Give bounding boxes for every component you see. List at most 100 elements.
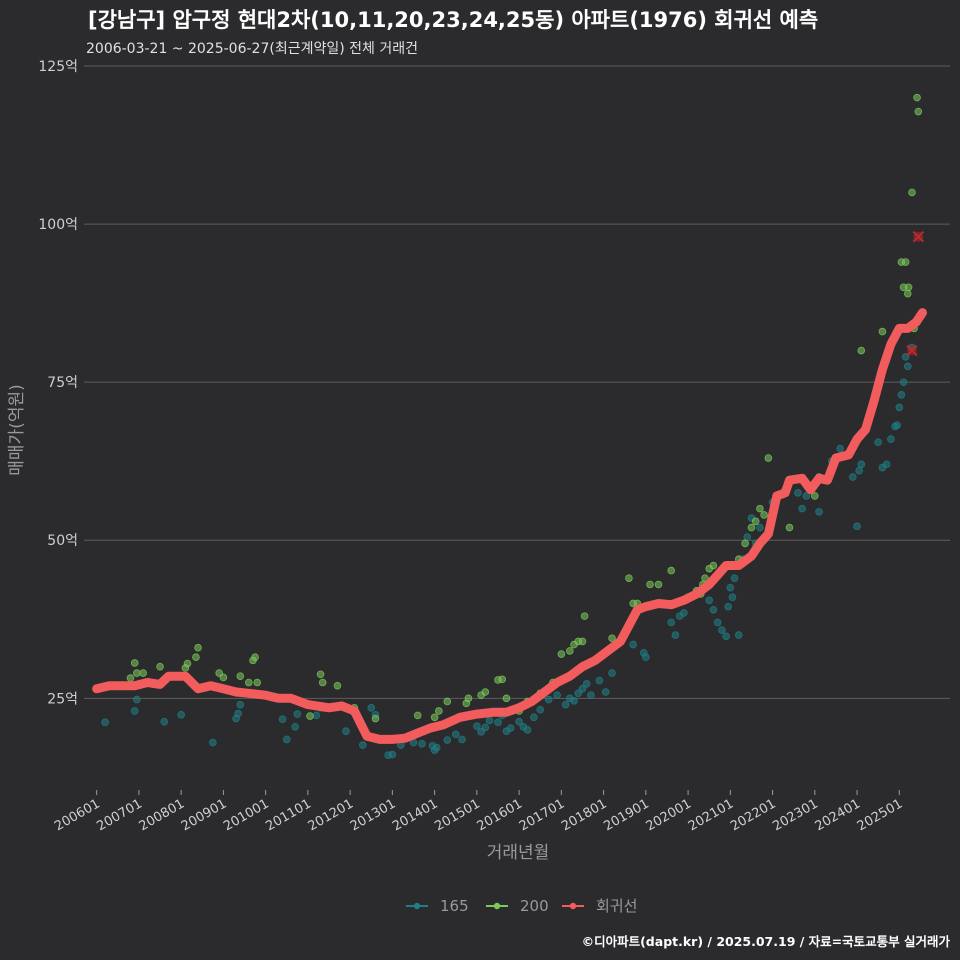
x-tick-label: 202001 — [644, 796, 694, 834]
point-200 — [667, 566, 675, 575]
legend-item-2: 회귀선 — [562, 897, 637, 915]
legend-key-dot — [493, 902, 501, 910]
point-200 — [625, 574, 633, 582]
point-200 — [133, 669, 141, 677]
point-200 — [709, 561, 718, 570]
y-tick-label: 75억 — [47, 375, 78, 391]
point-165 — [293, 710, 302, 718]
x-tick-label: 201701 — [517, 796, 567, 834]
point-165 — [177, 710, 185, 719]
legend-key-dot — [413, 902, 421, 910]
x-tick-label: 201901 — [601, 796, 651, 834]
point-200 — [251, 653, 259, 662]
point-165 — [705, 596, 714, 605]
point-200 — [578, 637, 587, 646]
point-200 — [747, 523, 756, 532]
x-tick-label: 201001 — [221, 796, 271, 834]
x-tick-label: 202401 — [813, 796, 863, 834]
y-tick-label: 50억 — [47, 533, 78, 549]
x-axis-ticks: 2006012007012008012009012010012011012012… — [52, 790, 905, 834]
point-200 — [236, 672, 245, 680]
point-200 — [192, 653, 200, 662]
point-200 — [654, 580, 663, 589]
point-200 — [126, 674, 135, 682]
point-165 — [506, 724, 515, 732]
point-165 — [473, 722, 481, 730]
point-200 — [316, 670, 325, 679]
point-200 — [139, 669, 147, 677]
point-165 — [857, 460, 866, 469]
point-165 — [802, 492, 811, 500]
point-165 — [458, 735, 466, 744]
x-tick-label: 201601 — [475, 796, 525, 834]
point-200 — [908, 188, 916, 197]
x-tick-label: 200901 — [179, 796, 229, 834]
x-axis-title: 거래년월 — [487, 843, 550, 863]
point-165 — [608, 669, 616, 677]
grid-layer — [84, 65, 950, 699]
point-200 — [318, 678, 327, 687]
point-165 — [728, 593, 737, 601]
point-165 — [730, 574, 739, 582]
point-165 — [553, 691, 561, 699]
x-tick-label: 200701 — [94, 796, 144, 834]
point-200 — [608, 634, 616, 643]
point-165 — [101, 718, 109, 727]
point-165 — [291, 722, 300, 731]
point-165 — [443, 736, 452, 744]
point-165 — [903, 362, 912, 371]
point-200 — [413, 711, 422, 720]
point-165 — [601, 688, 610, 696]
point-165 — [726, 583, 735, 592]
point-200 — [764, 454, 773, 462]
point-165 — [367, 703, 376, 712]
point-165 — [359, 741, 367, 749]
x-tick-label: 201501 — [432, 796, 482, 834]
legend: 165 200 회귀선 — [406, 897, 637, 915]
point-165 — [278, 715, 287, 723]
point-165 — [133, 695, 141, 704]
prediction-marker — [906, 344, 918, 357]
point-165 — [544, 695, 553, 704]
x-tick-label: 202201 — [728, 796, 778, 834]
point-200 — [435, 707, 443, 715]
chart-title: [강남구] 압구정 현대2차(10,11,20,23,24,25동) 아파트(1… — [88, 8, 819, 32]
point-165 — [895, 403, 904, 412]
point-165 — [855, 466, 863, 475]
point-200 — [913, 93, 921, 102]
y-tick-label: 125억 — [38, 59, 78, 75]
point-200 — [580, 612, 589, 620]
point-200 — [756, 504, 764, 513]
x-tick-label: 200801 — [137, 796, 187, 834]
point-165 — [523, 726, 532, 734]
point-165 — [794, 489, 802, 497]
point-165 — [582, 679, 591, 688]
x-tick-label: 202501 — [855, 796, 905, 834]
point-165 — [587, 691, 595, 699]
point-200 — [785, 523, 794, 532]
point-165 — [160, 717, 169, 726]
point-165 — [815, 507, 823, 516]
legend-label: 165 — [440, 897, 469, 915]
point-165 — [893, 421, 901, 429]
point-165 — [236, 700, 245, 709]
legend-label: 200 — [520, 897, 549, 915]
legend-label: 회귀선 — [596, 897, 637, 915]
point-165 — [853, 522, 861, 531]
regression-line — [92, 308, 927, 744]
point-200 — [183, 659, 192, 668]
point-165 — [595, 676, 604, 685]
point-165 — [718, 626, 726, 634]
point-200 — [219, 673, 228, 682]
point-165 — [578, 685, 587, 693]
x-tick-label: 200601 — [52, 796, 102, 834]
point-200 — [878, 327, 887, 336]
x-tick-label: 201801 — [559, 796, 609, 834]
point-165 — [561, 700, 570, 709]
legend-key-dot — [569, 902, 577, 910]
footer-credit: ©디아파트(dapt.kr) / 2025.07.19 / 자료=국토교통부 실… — [581, 934, 950, 949]
point-165 — [798, 504, 806, 513]
point-200 — [901, 258, 910, 266]
y-axis-ticks: 25억 50억 75억 100억 125억 — [38, 59, 78, 707]
point-165 — [481, 723, 490, 732]
